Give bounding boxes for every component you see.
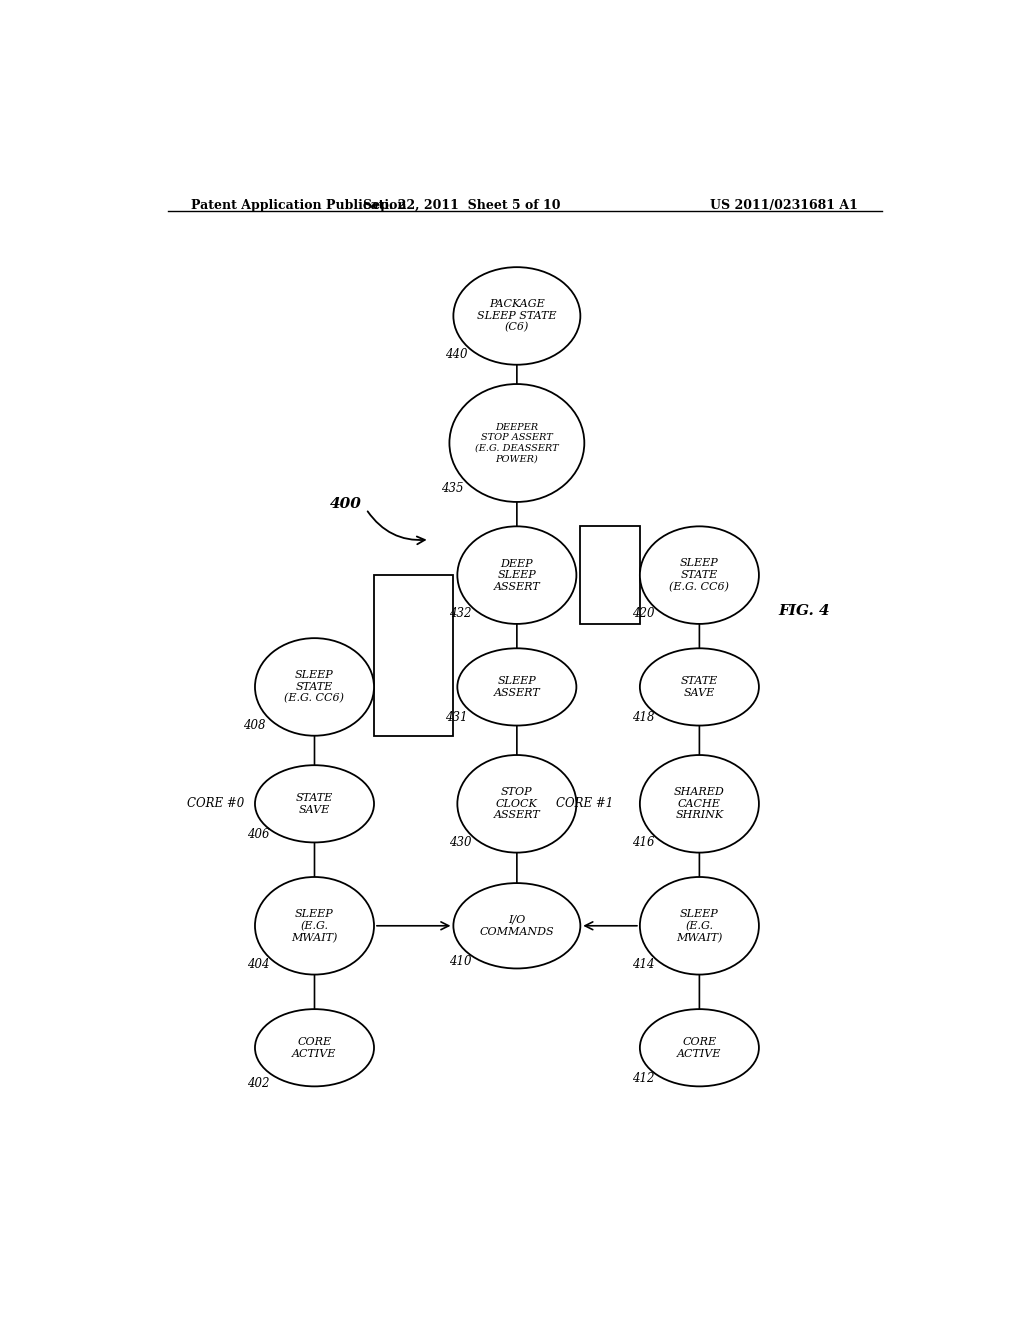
Text: 432: 432 [450,607,472,620]
Text: SHARED
CACHE
SHRINK: SHARED CACHE SHRINK [674,787,725,821]
Text: 416: 416 [632,836,654,849]
Ellipse shape [255,766,374,842]
Text: CORE #0: CORE #0 [186,797,244,810]
Ellipse shape [640,755,759,853]
Text: SLEEP
STATE
(E.G. CC6): SLEEP STATE (E.G. CC6) [670,558,729,591]
Text: 430: 430 [450,836,472,849]
Text: 410: 410 [450,954,472,968]
Text: 400: 400 [331,496,362,511]
Ellipse shape [458,527,577,624]
Bar [581,527,640,624]
Text: CORE #1: CORE #1 [556,797,613,810]
Text: 406: 406 [247,828,269,841]
Ellipse shape [458,755,577,853]
Text: DEEPER
STOP ASSERT
(E.G. DEASSERT
POWER): DEEPER STOP ASSERT (E.G. DEASSERT POWER) [475,422,559,463]
Text: Patent Application Publication: Patent Application Publication [191,199,407,213]
Text: STATE
SAVE: STATE SAVE [681,676,718,698]
Ellipse shape [640,1008,759,1086]
Ellipse shape [454,883,581,969]
Text: 412: 412 [632,1072,654,1085]
Text: SLEEP
STATE
(E.G. CC6): SLEEP STATE (E.G. CC6) [285,671,344,704]
Ellipse shape [640,527,759,624]
Text: US 2011/0231681 A1: US 2011/0231681 A1 [711,199,858,213]
Text: SLEEP
(E.G.
MWAIT): SLEEP (E.G. MWAIT) [676,908,723,942]
Text: I/O
COMMANDS: I/O COMMANDS [479,915,554,937]
Text: FIG. 4: FIG. 4 [778,603,830,618]
Text: 420: 420 [632,607,654,620]
Text: STOP
CLOCK
ASSERT: STOP CLOCK ASSERT [494,787,541,821]
Ellipse shape [255,876,374,974]
Bar [374,576,454,735]
Text: PACKAGE
SLEEP STATE
(C6): PACKAGE SLEEP STATE (C6) [477,300,557,333]
Text: DEEP
SLEEP
ASSERT: DEEP SLEEP ASSERT [494,558,541,591]
Text: 402: 402 [247,1077,269,1090]
Ellipse shape [640,648,759,726]
Text: SLEEP
(E.G.
MWAIT): SLEEP (E.G. MWAIT) [291,908,338,942]
Ellipse shape [458,648,577,726]
Ellipse shape [450,384,585,502]
Text: 440: 440 [445,348,468,362]
Text: 418: 418 [632,711,654,723]
Ellipse shape [255,638,374,735]
Text: 431: 431 [445,711,468,723]
Text: Sep. 22, 2011  Sheet 5 of 10: Sep. 22, 2011 Sheet 5 of 10 [362,199,560,213]
Ellipse shape [640,876,759,974]
Text: CORE
ACTIVE: CORE ACTIVE [292,1038,337,1059]
Text: SLEEP
ASSERT: SLEEP ASSERT [494,676,541,698]
Text: 414: 414 [632,958,654,972]
Text: 404: 404 [247,958,269,972]
Text: STATE
SAVE: STATE SAVE [296,793,333,814]
Text: 408: 408 [243,719,265,733]
Text: CORE
ACTIVE: CORE ACTIVE [677,1038,722,1059]
Ellipse shape [454,267,581,364]
Text: 435: 435 [441,482,464,495]
Ellipse shape [255,1008,374,1086]
